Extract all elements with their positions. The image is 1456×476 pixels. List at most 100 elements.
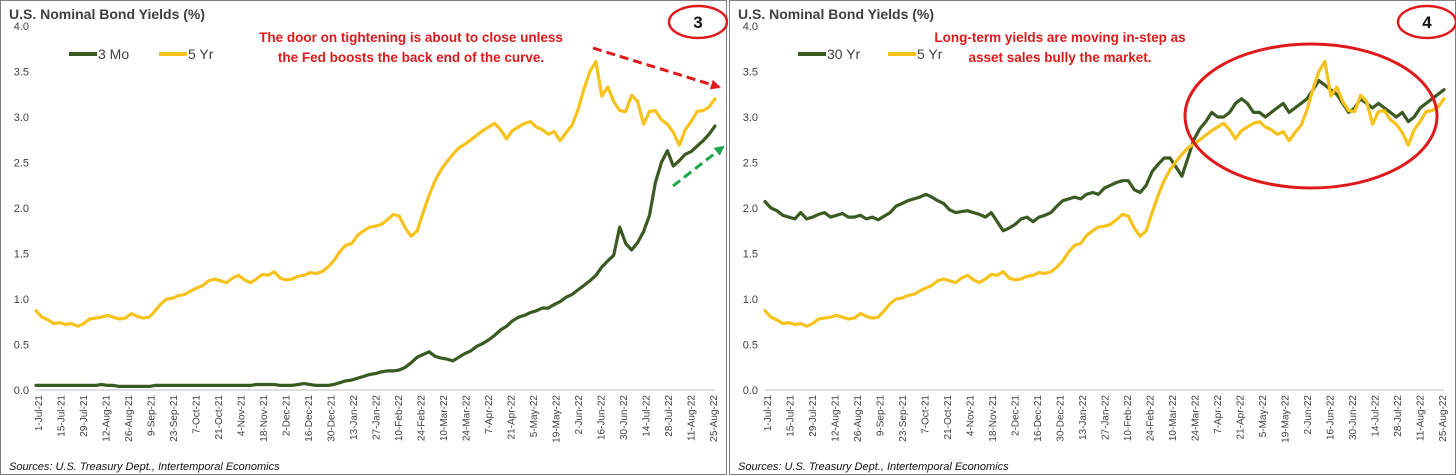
x-tick-label: 9-Sep-21 — [147, 395, 158, 437]
x-tick-label: 12-Aug-21 — [831, 395, 842, 442]
x-tick-label: 14-Jul-22 — [642, 395, 653, 437]
x-tick-label: 28-Jul-22 — [664, 395, 675, 437]
y-tick-label: 0.0 — [14, 385, 29, 397]
x-tick-label: 18-Nov-21 — [988, 395, 999, 442]
x-tick-label: 10-Feb-22 — [1123, 395, 1134, 442]
x-tick-label: 10-Feb-22 — [394, 395, 405, 442]
x-tick-label: 25-Aug-22 — [1438, 395, 1449, 442]
legend-label: 3 Mo — [98, 46, 129, 62]
source-note: Sources: U.S. Treasury Dept., Intertempo… — [9, 461, 280, 473]
x-tick-label: 27-Jan-22 — [372, 395, 383, 440]
x-tick-label: 27-Jan-22 — [1101, 395, 1112, 440]
y-tick-label: 2.5 — [743, 158, 758, 170]
x-tick-label: 13-Jan-22 — [349, 395, 360, 440]
x-tick-label: 24-Mar-22 — [462, 395, 473, 442]
x-tick-label: 16-Jun-22 — [597, 395, 608, 440]
y-tick-label: 0.0 — [743, 385, 758, 397]
x-tick-label: 29-Jul-21 — [79, 395, 90, 437]
x-tick-label: 21-Apr-22 — [507, 395, 518, 440]
series-line-3-mo — [34, 124, 717, 388]
x-tick-label: 24-Feb-22 — [417, 395, 428, 442]
x-tick-label: 26-Aug-21 — [124, 395, 135, 442]
x-tick-label: 16-Dec-21 — [304, 395, 315, 442]
x-tick-label: 2-Jun-22 — [1303, 395, 1314, 435]
x-tick-label: 18-Nov-21 — [259, 395, 270, 442]
x-tick-label: 13-Jan-22 — [1078, 395, 1089, 440]
x-tick-label: 11-Aug-22 — [687, 395, 698, 441]
bond-yields-chart-4: U.S. Nominal Bond Yields (%) 0.0 0.5 1.0 1.5… — [738, 4, 1456, 473]
x-tick-label: 9-Sep-21 — [876, 395, 887, 437]
x-tick-label: 7-Oct-21 — [921, 395, 932, 434]
y-tick-label: 3.5 — [14, 67, 29, 79]
x-tick-label: 15-Jul-21 — [786, 395, 797, 437]
x-tick-label: 7-Apr-22 — [484, 395, 495, 434]
y-tick-label: 4.0 — [14, 21, 29, 33]
x-tick-label: 19-May-22 — [552, 395, 563, 443]
y-tick-label: 3.0 — [743, 112, 758, 124]
x-tick-label: 24-Mar-22 — [1191, 395, 1202, 442]
x-tick-label: 10-Mar-22 — [439, 395, 450, 442]
x-tick-label: 14-Jul-22 — [1371, 395, 1382, 437]
green-dashed-arrow — [672, 145, 725, 188]
x-tick-label: 26-Aug-21 — [853, 395, 864, 442]
x-tick-label: 2-Dec-21 — [282, 395, 293, 437]
y-tick-label: 3.0 — [14, 112, 29, 124]
y-tick-label: 1.0 — [743, 294, 758, 306]
legend-label: 5 Yr — [188, 46, 214, 62]
annotation-text: Long-term yields are moving in-step as — [934, 30, 1185, 45]
y-tick-label: 0.5 — [743, 340, 758, 352]
badge-circle — [667, 4, 728, 40]
x-tick-label: 16-Dec-21 — [1033, 395, 1044, 442]
chart-title: U.S. Nominal Bond Yields (%) — [9, 6, 205, 22]
red-dashed-arrow — [592, 46, 721, 90]
y-tick-label: 4.0 — [743, 21, 758, 33]
chart-title: U.S. Nominal Bond Yields (%) — [738, 6, 934, 22]
bond-yields-chart-3: U.S. Nominal Bond Yields (%) 0.0 0.5 1.0 1.5… — [9, 4, 728, 473]
y-tick-label: 2.5 — [14, 158, 29, 170]
x-tick-label: 1-Jul-21 — [34, 395, 45, 432]
badge-circle — [1396, 4, 1456, 40]
x-tick-label: 23-Sep-21 — [898, 395, 909, 442]
x-tick-label: 15-Jul-21 — [57, 395, 68, 437]
y-tick-label: 1.0 — [14, 294, 29, 306]
x-tick-label: 2-Dec-21 — [1011, 395, 1022, 437]
badge-number: 4 — [1422, 13, 1432, 32]
x-tick-label: 30-Jun-22 — [1348, 395, 1359, 440]
x-tick-label: 16-Jun-22 — [1326, 395, 1337, 440]
x-tick-label: 12-Aug-21 — [102, 395, 113, 442]
x-tick-label: 5-May-22 — [529, 395, 540, 438]
annotation-text: asset sales bully the market. — [968, 50, 1151, 65]
annotation-text: the Fed boosts the back end of the curve… — [278, 50, 544, 65]
series-line-5-yr — [763, 59, 1446, 328]
y-tick-label: 2.0 — [743, 203, 758, 215]
badge-number: 3 — [693, 13, 702, 32]
chart-panel-left: U.S. Nominal Bond Yields (%) 0.0 0.5 1.0 1.5… — [0, 0, 728, 475]
x-tick-label: 19-May-22 — [1281, 395, 1292, 443]
series-line-5-yr — [34, 59, 717, 328]
highlight-ellipse — [1183, 42, 1439, 190]
x-tick-label: 30-Dec-21 — [1056, 395, 1067, 442]
annotation-text: The door on tightening is about to close… — [259, 30, 563, 45]
chart-panel-right: U.S. Nominal Bond Yields (%) 0.0 0.5 1.0 1.5… — [729, 0, 1456, 475]
x-tick-label: 30-Jun-22 — [619, 395, 630, 440]
y-tick-label: 0.5 — [14, 340, 29, 352]
x-tick-label: 30-Dec-21 — [327, 395, 338, 442]
x-tick-label: 29-Jul-21 — [808, 395, 819, 437]
y-tick-label: 1.5 — [14, 249, 29, 261]
x-tick-label: 4-Nov-21 — [237, 395, 248, 437]
x-tick-label: 2-Jun-22 — [574, 395, 585, 435]
x-tick-label: 4-Nov-21 — [966, 395, 977, 437]
x-tick-label: 21-Oct-21 — [943, 395, 954, 440]
x-tick-label: 7-Oct-21 — [192, 395, 203, 434]
x-tick-label: 24-Feb-22 — [1146, 395, 1157, 442]
x-tick-label: 23-Sep-21 — [169, 395, 180, 442]
x-tick-label: 7-Apr-22 — [1213, 395, 1224, 434]
x-tick-label: 21-Oct-21 — [214, 395, 225, 440]
x-tick-label: 5-May-22 — [1258, 395, 1269, 438]
x-tick-label: 28-Jul-22 — [1393, 395, 1404, 437]
y-tick-label: 3.5 — [743, 67, 758, 79]
x-tick-label: 10-Mar-22 — [1168, 395, 1179, 442]
x-tick-label: 1-Jul-21 — [763, 395, 774, 432]
x-tick-label: 11-Aug-22 — [1416, 395, 1427, 441]
